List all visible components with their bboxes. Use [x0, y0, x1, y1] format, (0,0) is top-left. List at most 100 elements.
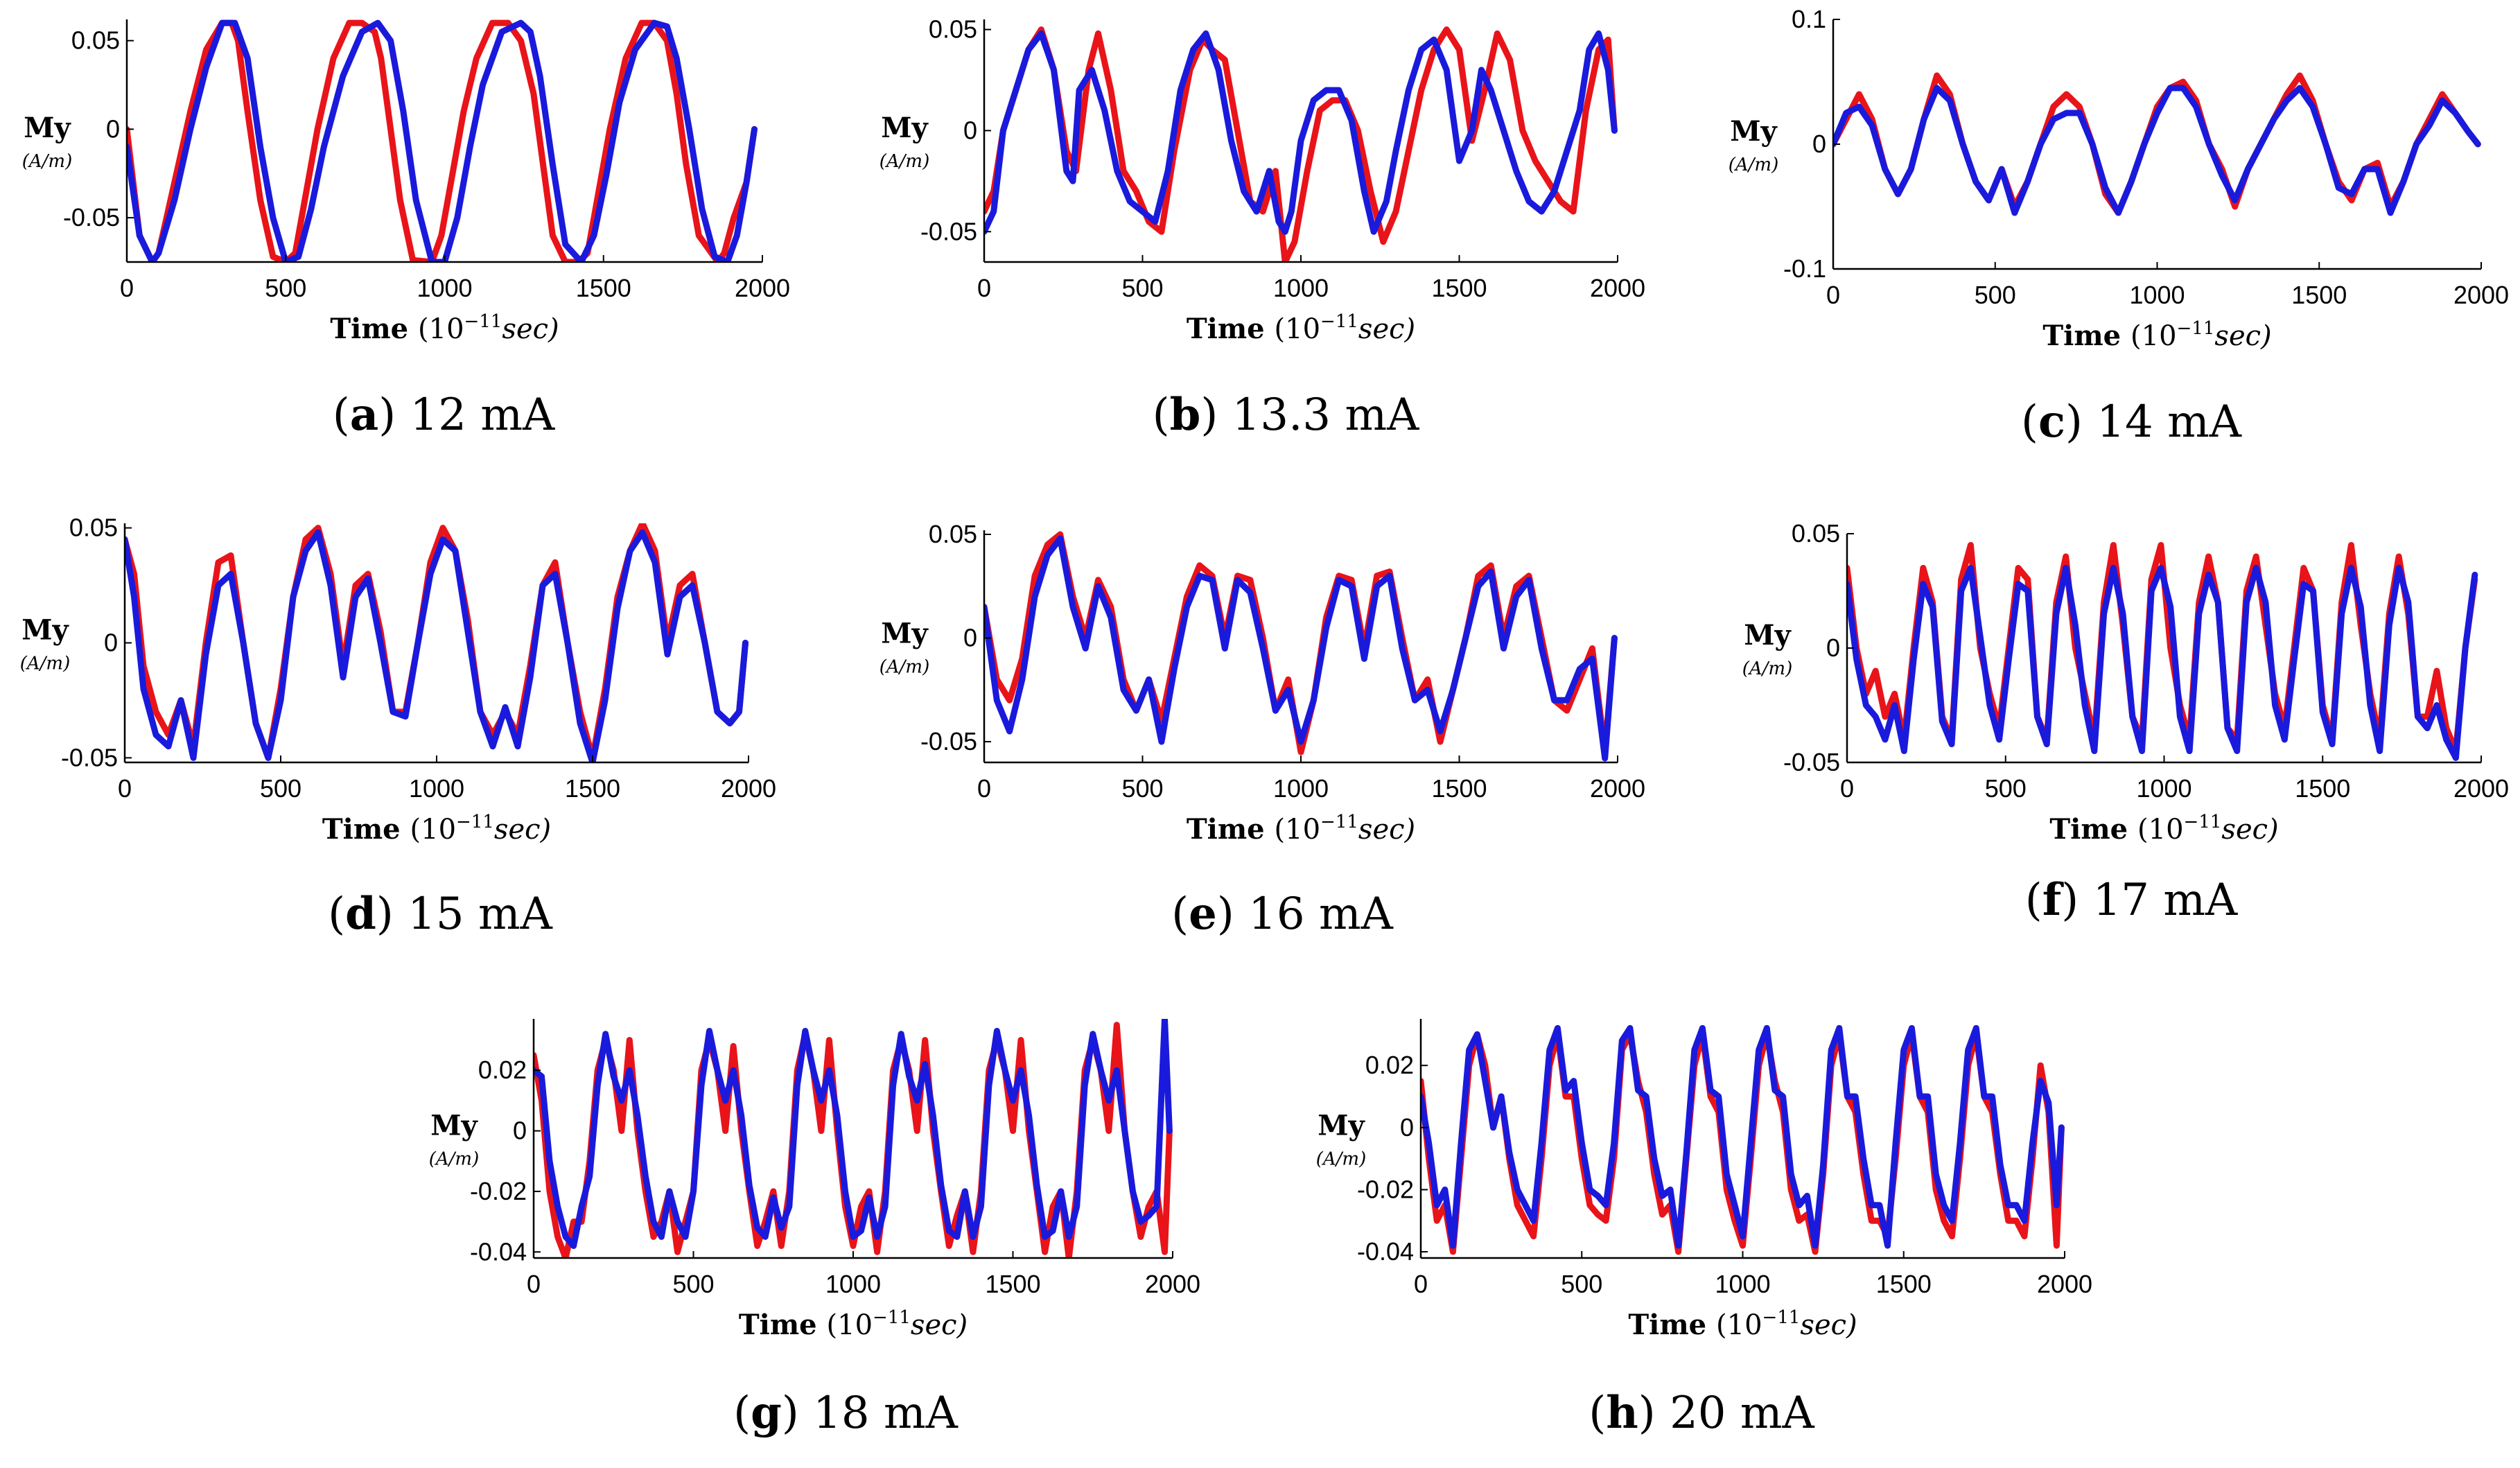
y-axis-label: My [24, 112, 71, 144]
y-tick-label: -0.02 [1357, 1175, 1414, 1203]
y-axis-unit: (A/m) [1742, 658, 1792, 679]
x-axis-label: Time (10−11sec) [330, 311, 559, 345]
series-line-blue [984, 30, 1618, 235]
y-tick-label: 0.02 [1365, 1051, 1414, 1079]
subfigure-caption: (a) 12 mA [333, 389, 555, 441]
subfigure-caption: (c) 14 mA [2021, 396, 2242, 448]
y-tick-label: -0.04 [1357, 1237, 1414, 1266]
y-axis-unit: (A/m) [880, 151, 929, 172]
y-axis-unit: (A/m) [1316, 1149, 1366, 1170]
y-axis-unit: (A/m) [20, 654, 70, 674]
y-tick-label: 0 [106, 114, 120, 143]
y-tick-label: 0 [1812, 130, 1826, 158]
x-tick-label: 2000 [1590, 274, 1645, 302]
y-axis-label: My [430, 1110, 478, 1142]
x-tick-label: 0 [1840, 774, 1854, 803]
y-tick-label: 0.05 [1792, 519, 1840, 548]
chart-panel-h: 0 500 1000 1500 2000 -0.04 -0.02 0 0.02 My (A/m) Ti… [1316, 1019, 2092, 1439]
series-line-blue [1833, 85, 2481, 216]
y-axis-label: My [1318, 1110, 1365, 1142]
y-tick-label: 0.05 [929, 15, 977, 44]
x-tick-label: 500 [265, 274, 306, 302]
x-tick-label: 1500 [1876, 1270, 1932, 1298]
series-line-red [984, 26, 1618, 262]
series-line-blue [984, 535, 1618, 762]
subfigure-caption: (d) 15 mA [328, 888, 553, 940]
x-tick-label: 1500 [985, 1270, 1040, 1298]
y-tick-label: -0.1 [1783, 254, 1826, 283]
x-tick-label: 1000 [409, 774, 464, 803]
y-tick-label: -0.04 [470, 1237, 527, 1266]
y-tick-label: -0.05 [1783, 748, 1840, 776]
x-tick-label: 1000 [1715, 1270, 1770, 1298]
x-axis-label: Time (10−11sec) [2042, 318, 2271, 352]
y-axis-unit: (A/m) [1729, 155, 1778, 175]
series-line-blue [534, 1019, 1173, 1249]
y-tick-label: 0 [1400, 1113, 1414, 1142]
y-tick-label: 0.02 [478, 1056, 527, 1084]
chart-panel-c: 0 500 1000 1500 2000-0.100.1My(A/m)Time (10−… [1729, 5, 2509, 448]
x-tick-label: 2000 [735, 274, 790, 302]
y-axis-label: My [1744, 619, 1792, 652]
y-axis-label: My [881, 112, 929, 144]
y-tick-label: -0.05 [63, 203, 120, 231]
y-tick-label: 0 [963, 624, 977, 652]
subfigure-caption: (f) 17 mA [2025, 874, 2238, 926]
x-tick-label: 500 [1121, 274, 1163, 302]
x-tick-label: 1000 [825, 1270, 881, 1298]
x-tick-label: 1000 [417, 274, 472, 302]
x-tick-label: 0 [527, 1270, 541, 1298]
chart-panel-a: 0 500 1000 1500 2000 -0.05 0 0.05 My (A/m) Time (1… [22, 19, 790, 441]
x-axis-label: Time (10−11sec) [739, 1307, 968, 1341]
y-tick-label: -0.02 [470, 1177, 527, 1205]
y-tick-label: 0.05 [71, 26, 120, 55]
y-axis-label: My [1730, 115, 1778, 148]
x-tick-label: 500 [672, 1270, 714, 1298]
subfigure-caption: (h) 20 mA [1589, 1387, 1814, 1439]
x-tick-label: 1000 [2129, 281, 2185, 309]
x-tick-label: 0 [1414, 1270, 1428, 1298]
series-line-blue [125, 529, 749, 762]
x-tick-label: 2000 [2453, 281, 2509, 309]
y-tick-label: 0 [104, 629, 118, 657]
x-tick-label: 1000 [1273, 274, 1329, 302]
y-axis-unit: (A/m) [22, 151, 72, 172]
series-line-red [127, 19, 758, 262]
x-tick-label: 2000 [721, 774, 776, 803]
y-axis-unit: (A/m) [880, 657, 929, 678]
x-axis-label: Time (10−11sec) [2049, 812, 2278, 846]
x-tick-label: 500 [1975, 281, 2016, 309]
y-tick-label: -0.05 [920, 727, 977, 755]
x-axis-label: Time (10−11sec) [322, 812, 551, 846]
x-tick-label: 0 [1826, 281, 1840, 309]
y-tick-label: 0.1 [1792, 5, 1826, 33]
x-tick-label: 2000 [2037, 1270, 2092, 1298]
x-tick-label: 500 [1121, 774, 1163, 803]
y-tick-label: 0 [1826, 633, 1840, 662]
chart-panel-b: 0 500 1000 1500 2000 -0.05 0 0.05 My (A/m) Time (1… [880, 15, 1645, 441]
y-tick-label: 0 [513, 1117, 527, 1145]
series-line-blue [127, 19, 758, 262]
x-tick-label: 500 [260, 774, 301, 803]
y-tick-label: -0.05 [61, 743, 118, 771]
x-tick-label: 2000 [1590, 774, 1645, 803]
x-tick-label: 0 [977, 774, 991, 803]
x-tick-label: 0 [118, 774, 132, 803]
x-tick-label: 1000 [1273, 774, 1329, 803]
series-line-red [125, 523, 749, 761]
subfigure-caption: (b) 13.3 mA [1153, 389, 1420, 441]
x-tick-label: 1500 [2291, 281, 2347, 309]
y-tick-label: 0.05 [69, 514, 118, 542]
x-axis-label: Time (10−11sec) [1187, 311, 1415, 345]
y-tick-label: 0 [963, 116, 977, 144]
series-line-blue [1421, 1024, 2065, 1249]
series-line-blue [1847, 565, 2478, 761]
y-axis-label: My [21, 614, 69, 647]
y-axis-label: My [881, 618, 929, 650]
y-axis-unit: (A/m) [429, 1149, 479, 1170]
